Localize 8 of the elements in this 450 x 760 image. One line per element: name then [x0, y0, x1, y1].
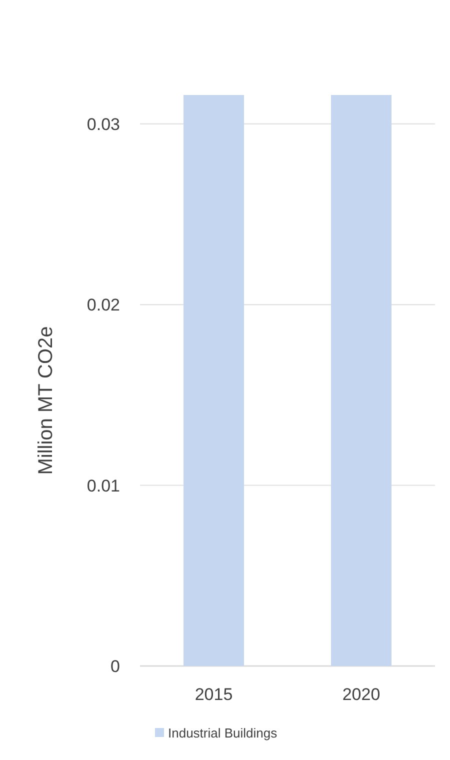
legend-label: Industrial Buildings: [168, 726, 278, 741]
y-axis-title: Million MT CO2e: [35, 326, 57, 475]
x-tick-label: 2015: [194, 685, 233, 704]
y-tick-label: 0: [110, 656, 120, 676]
x-tick-label: 2020: [342, 685, 380, 704]
y-tick-label: 0.02: [86, 296, 120, 315]
y-tick-label: 0.03: [86, 114, 120, 134]
y-tick-label: 0.01: [86, 476, 120, 496]
